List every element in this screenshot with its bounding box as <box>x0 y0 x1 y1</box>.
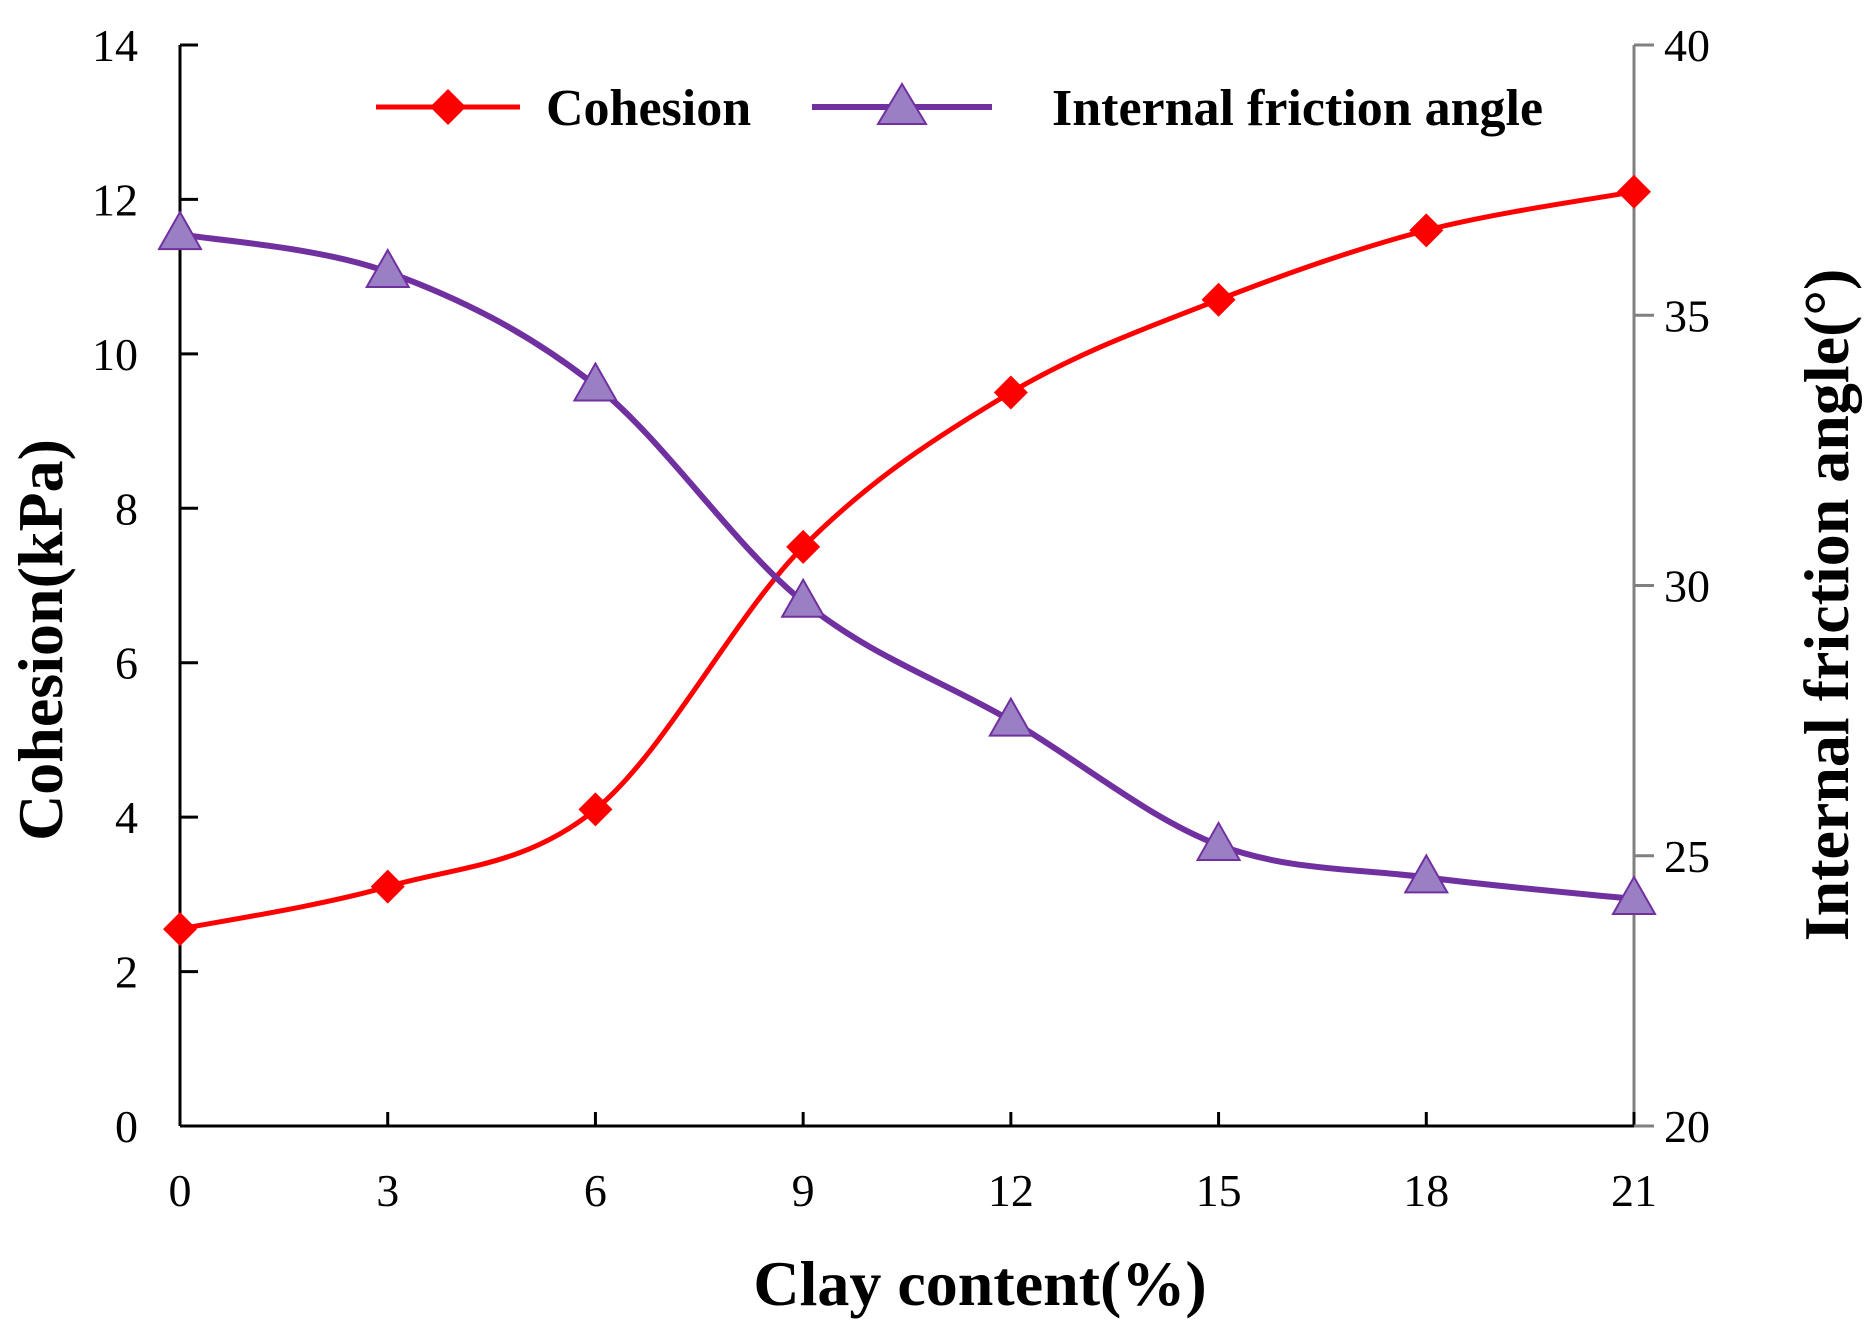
series-layer <box>157 174 1657 947</box>
legend-friction-label: Internal friction angle <box>1052 80 1543 137</box>
x-axis-title: Clay content(%) <box>753 1248 1206 1319</box>
y-ticks: 0 2 4 6 8 10 12 14 <box>92 20 198 1152</box>
y2-tick-label: 40 <box>1664 20 1710 71</box>
cohesion-point <box>1409 213 1444 248</box>
legend-cohesion-marker <box>430 89 466 125</box>
internal-friction-angle-point <box>364 247 411 289</box>
x-tick-label: 9 <box>792 1165 815 1216</box>
y-axis-left-title: Cohesion(kPa) <box>5 439 76 841</box>
internal-friction-angle-line <box>179 231 1635 902</box>
x-tick-label: 0 <box>169 1165 192 1216</box>
y-tick-label: 14 <box>92 20 138 71</box>
cohesion-point <box>1617 174 1651 209</box>
cohesion-point <box>993 375 1028 410</box>
x-tick-label: 18 <box>1403 1165 1449 1216</box>
y-tick-label: 12 <box>92 174 138 225</box>
internal-friction-angle-point <box>1403 853 1450 894</box>
x-tick-label: 12 <box>988 1165 1034 1216</box>
cohesion-point <box>578 792 613 827</box>
legend-friction-marker <box>876 82 928 125</box>
y-axis-right-title: Internal friction angle(°) <box>1791 269 1862 942</box>
cohesion-point <box>370 869 405 904</box>
x-tick-label: 21 <box>1611 1165 1657 1216</box>
y2-tick-label: 25 <box>1664 831 1710 882</box>
cohesion-point <box>163 912 197 947</box>
y-tick-label: 0 <box>115 1101 138 1152</box>
x-tick-label: 15 <box>1196 1165 1242 1216</box>
internal-friction-angle-point <box>988 696 1034 737</box>
x-tick-label: 3 <box>376 1165 399 1216</box>
y-tick-label: 6 <box>115 638 138 689</box>
y2-ticks: 20 25 30 35 40 <box>1634 20 1710 1152</box>
x-tick-label: 6 <box>584 1165 607 1216</box>
y-tick-label: 4 <box>115 792 138 843</box>
internal-friction-angle-point <box>157 210 203 251</box>
cohesion-point <box>1201 282 1236 317</box>
y2-tick-label: 30 <box>1664 561 1710 612</box>
y-tick-label: 2 <box>115 947 138 998</box>
x-ticks: 0 3 6 9 12 15 18 21 <box>169 1112 1657 1216</box>
internal-friction-angle-point <box>1195 820 1242 861</box>
cohesion-line <box>179 189 1635 932</box>
internal-friction-angle-point <box>780 577 826 618</box>
y-tick-label: 8 <box>115 483 138 534</box>
y2-tick-label: 20 <box>1664 1101 1710 1152</box>
internal-friction-angle-point <box>572 361 619 402</box>
y2-tick-label: 35 <box>1664 290 1710 341</box>
internal-friction-angle-point <box>1611 874 1657 915</box>
y-tick-label: 10 <box>92 329 138 380</box>
legend-cohesion-label: Cohesion <box>546 80 751 137</box>
cohesion-point <box>786 529 821 564</box>
legend: Cohesion Internal friction angle <box>376 80 1543 137</box>
